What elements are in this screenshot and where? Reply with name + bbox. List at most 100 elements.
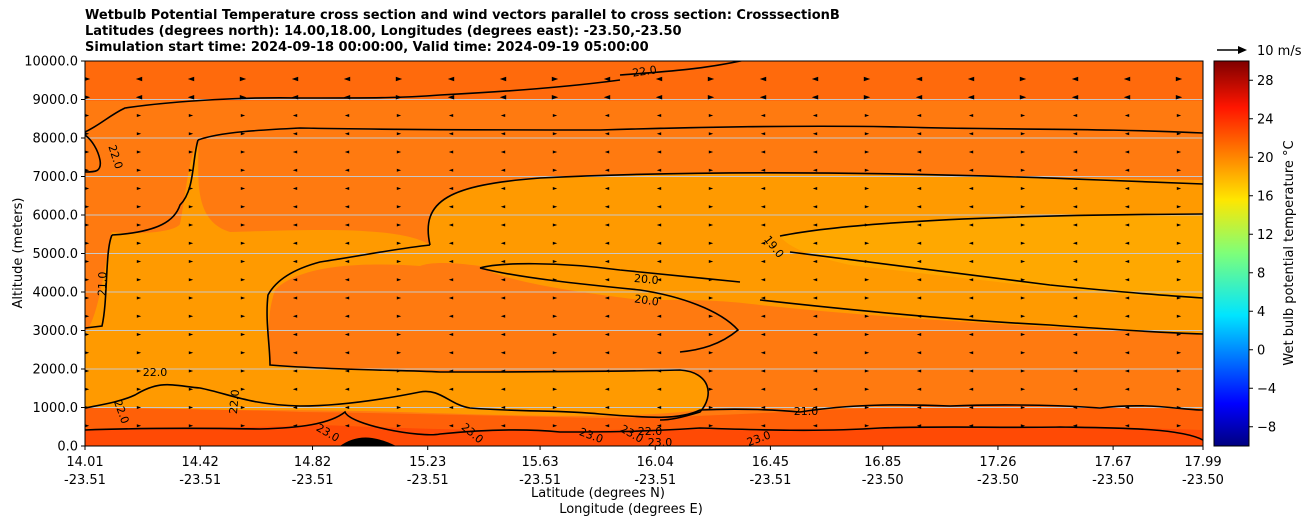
wind-vector [292,405,298,410]
wind-vector [1072,223,1078,227]
wind-vector [1123,76,1131,82]
y-tick-label: 6000.0 [33,209,79,224]
wind-vector [812,259,818,264]
wind-vectors [85,76,1183,428]
wind-vector [551,76,559,82]
wind-vector [864,296,870,300]
wind-vector [967,95,975,100]
wind-vector [1176,132,1182,136]
y-tick-label: 0.0 [57,440,78,455]
wind-vector [968,186,974,191]
wind-vector [863,95,871,100]
wind-vector [500,168,506,172]
x-axis-ticks: 14.01 -23.51 14.42 -23.51 14.82 -23.51 15.23 -2… [64,446,1224,488]
wind-vector [1124,278,1130,282]
wind-vector [1124,241,1130,245]
wind-vector [1176,278,1182,282]
wind-vector [1176,168,1182,172]
wind-vector [916,150,922,154]
wind-vector [760,168,766,172]
x-axis-label: Latitude (degrees N) [531,486,665,501]
wind-vector [240,113,246,118]
wind-vector [1176,223,1182,227]
wind-vector [188,205,194,209]
wind-vector [812,168,818,172]
contour-label: 22.0 [638,425,663,438]
wind-vector [1072,314,1078,318]
wind-vector [864,387,870,391]
wind-vector [500,351,506,355]
wind-vector [864,314,870,318]
wind-vector [760,351,766,355]
wind-vector [448,314,454,318]
wind-vector [708,186,714,191]
contour-21-left [85,234,113,329]
wind-vector [239,76,247,82]
wind-vector [396,369,402,373]
wind-vector [499,76,507,82]
wind-vector [396,186,402,191]
wind-vector [448,351,454,355]
wind-vector [552,369,558,373]
wind-vector [136,278,142,282]
wind-vector [396,241,402,245]
wind-vector [447,95,455,100]
wind-vector [760,278,766,282]
wind-vector [812,424,818,428]
wind-vector [448,296,454,300]
x-tick-lon: -23.51 [634,473,676,488]
temperature-region-20 [85,140,1203,416]
wind-vector [448,405,454,410]
wind-vector [344,424,350,428]
wind-vector [864,259,870,264]
x-tick-lon: -23.51 [519,473,561,488]
wind-vector [812,332,818,337]
wind-vector [1175,95,1183,100]
wind-vector [500,278,506,282]
wind-vector [864,424,870,428]
wind-vector [812,223,818,227]
wind-vector [1020,168,1026,172]
wind-vector [188,424,194,428]
wind-vector [811,95,819,100]
wind-vector [292,113,298,118]
wind-vector [500,223,506,227]
wind-vector [188,278,194,282]
x-tick-lon: -23.51 [292,473,334,488]
wind-vector [968,387,974,391]
wind-vector [1072,405,1078,410]
wind-vector [1020,205,1026,209]
wind-vector [916,332,922,337]
wind-vector [760,332,766,337]
wind-vector [448,278,454,282]
title-line-2: Latitudes (degrees north): 14.00,18.00, … [85,24,682,39]
wind-vector [604,278,610,282]
wind-vector [343,76,351,82]
wind-vector [812,241,818,245]
wind-vector [968,351,974,355]
wind-vector [604,186,610,191]
wind-vector [136,168,142,172]
wind-vector [760,259,766,264]
wind-vector [188,387,194,391]
wind-vector [292,369,298,373]
wind-vector [1124,150,1130,154]
wind-vector [864,241,870,245]
wind-vector [188,369,194,373]
wind-vector [396,168,402,172]
contour-19-lower [759,299,1203,335]
wind-vector [344,278,350,282]
wind-vector [85,77,91,81]
contour-label: 21.0 [96,271,110,296]
wind-vector [500,259,506,264]
wind-vector [292,223,298,227]
wind-vector [916,405,922,410]
wind-vector [188,223,194,227]
wind-vector [136,296,142,300]
wind-vector [136,113,142,118]
wind-vector [85,168,90,172]
wind-vector [240,223,246,227]
wind-vector [240,424,246,428]
wind-vector [708,314,714,318]
wind-vector [760,424,766,428]
